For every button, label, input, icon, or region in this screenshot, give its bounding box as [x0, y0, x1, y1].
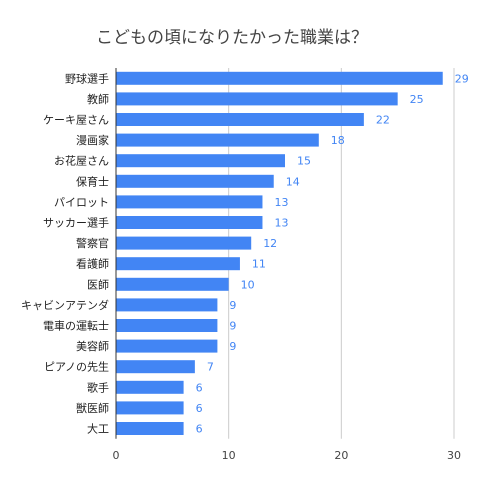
bar-16 — [116, 380, 184, 394]
category-label-1: 野球選手 — [65, 71, 109, 85]
category-label-9: 警察官 — [76, 236, 109, 250]
value-label-16: 6 — [196, 381, 203, 394]
bar-4 — [116, 133, 319, 147]
value-label-18: 6 — [196, 423, 203, 436]
category-label-17: 獣医師 — [76, 401, 109, 415]
category-label-15: ピアノの先生 — [44, 360, 109, 374]
category-label-2: 教師 — [87, 93, 109, 106]
category-label-7: パイロット — [54, 196, 109, 209]
x-tick-label-30: 30 — [447, 449, 461, 462]
category-label-11: 医師 — [87, 278, 109, 291]
value-label-15: 7 — [207, 361, 214, 374]
bar-12 — [116, 298, 218, 312]
value-label-3: 22 — [376, 114, 390, 127]
category-label-14: 美容師 — [76, 339, 109, 353]
bar-14 — [116, 339, 218, 353]
tick-layer: 0 10 20 30 — [113, 449, 462, 462]
bar-5 — [116, 154, 285, 168]
x-tick-label-20: 20 — [334, 449, 348, 462]
bar-layer — [116, 71, 443, 435]
category-label-6: 保育士 — [76, 174, 109, 188]
grid-layer — [228, 68, 455, 439]
category-label-16: 歌手 — [87, 380, 109, 394]
bar-2 — [116, 92, 398, 106]
category-label-10: 看護師 — [76, 257, 109, 271]
bar-18 — [116, 422, 184, 435]
category-label-13: 電車の運転士 — [43, 319, 109, 333]
category-label-12: キャビンアテンダ — [21, 298, 109, 312]
bar-10 — [116, 257, 240, 271]
category-label-4: 漫画家 — [76, 133, 109, 147]
bar-1 — [116, 71, 443, 85]
value-label-1: 29 — [455, 72, 469, 85]
category-label-3: ケーキ屋さん — [43, 114, 109, 127]
value-label-13: 9 — [229, 320, 236, 333]
value-label-11: 10 — [241, 278, 255, 291]
x-tick-label-0: 0 — [113, 449, 120, 462]
value-label-12: 9 — [229, 299, 236, 312]
value-label-9: 12 — [263, 237, 277, 250]
category-label-18: 大工 — [87, 422, 109, 436]
value-label-8: 13 — [274, 217, 288, 230]
category-label-8: サッカー選手 — [43, 216, 109, 230]
bar-11 — [116, 277, 229, 291]
value-label-7: 13 — [274, 196, 288, 209]
x-tick-label-10: 10 — [222, 449, 236, 462]
bar-3 — [116, 113, 364, 126]
value-label-14: 9 — [229, 340, 236, 353]
value-label-5: 15 — [297, 155, 311, 168]
chart-title: こどもの頃になりたかった職業は？ — [96, 28, 368, 48]
value-label-6: 14 — [286, 175, 300, 188]
bar-15 — [116, 360, 195, 374]
label-layer: 野球選手 29 教師 25 ケーキ屋さん 22 漫画家 18 お花屋さん 15 保育士 14 パイロット… — [21, 71, 469, 435]
value-label-10: 11 — [252, 258, 266, 271]
bar-17 — [116, 401, 184, 415]
value-label-4: 18 — [331, 134, 345, 147]
bar-6 — [116, 174, 274, 188]
bar-7 — [116, 195, 263, 209]
category-label-5: お花屋さん — [54, 155, 109, 168]
bar-13 — [116, 319, 218, 332]
value-label-17: 6 — [196, 402, 203, 415]
value-label-2: 25 — [410, 93, 424, 106]
bar-9 — [116, 236, 252, 250]
bar-8 — [116, 216, 263, 229]
